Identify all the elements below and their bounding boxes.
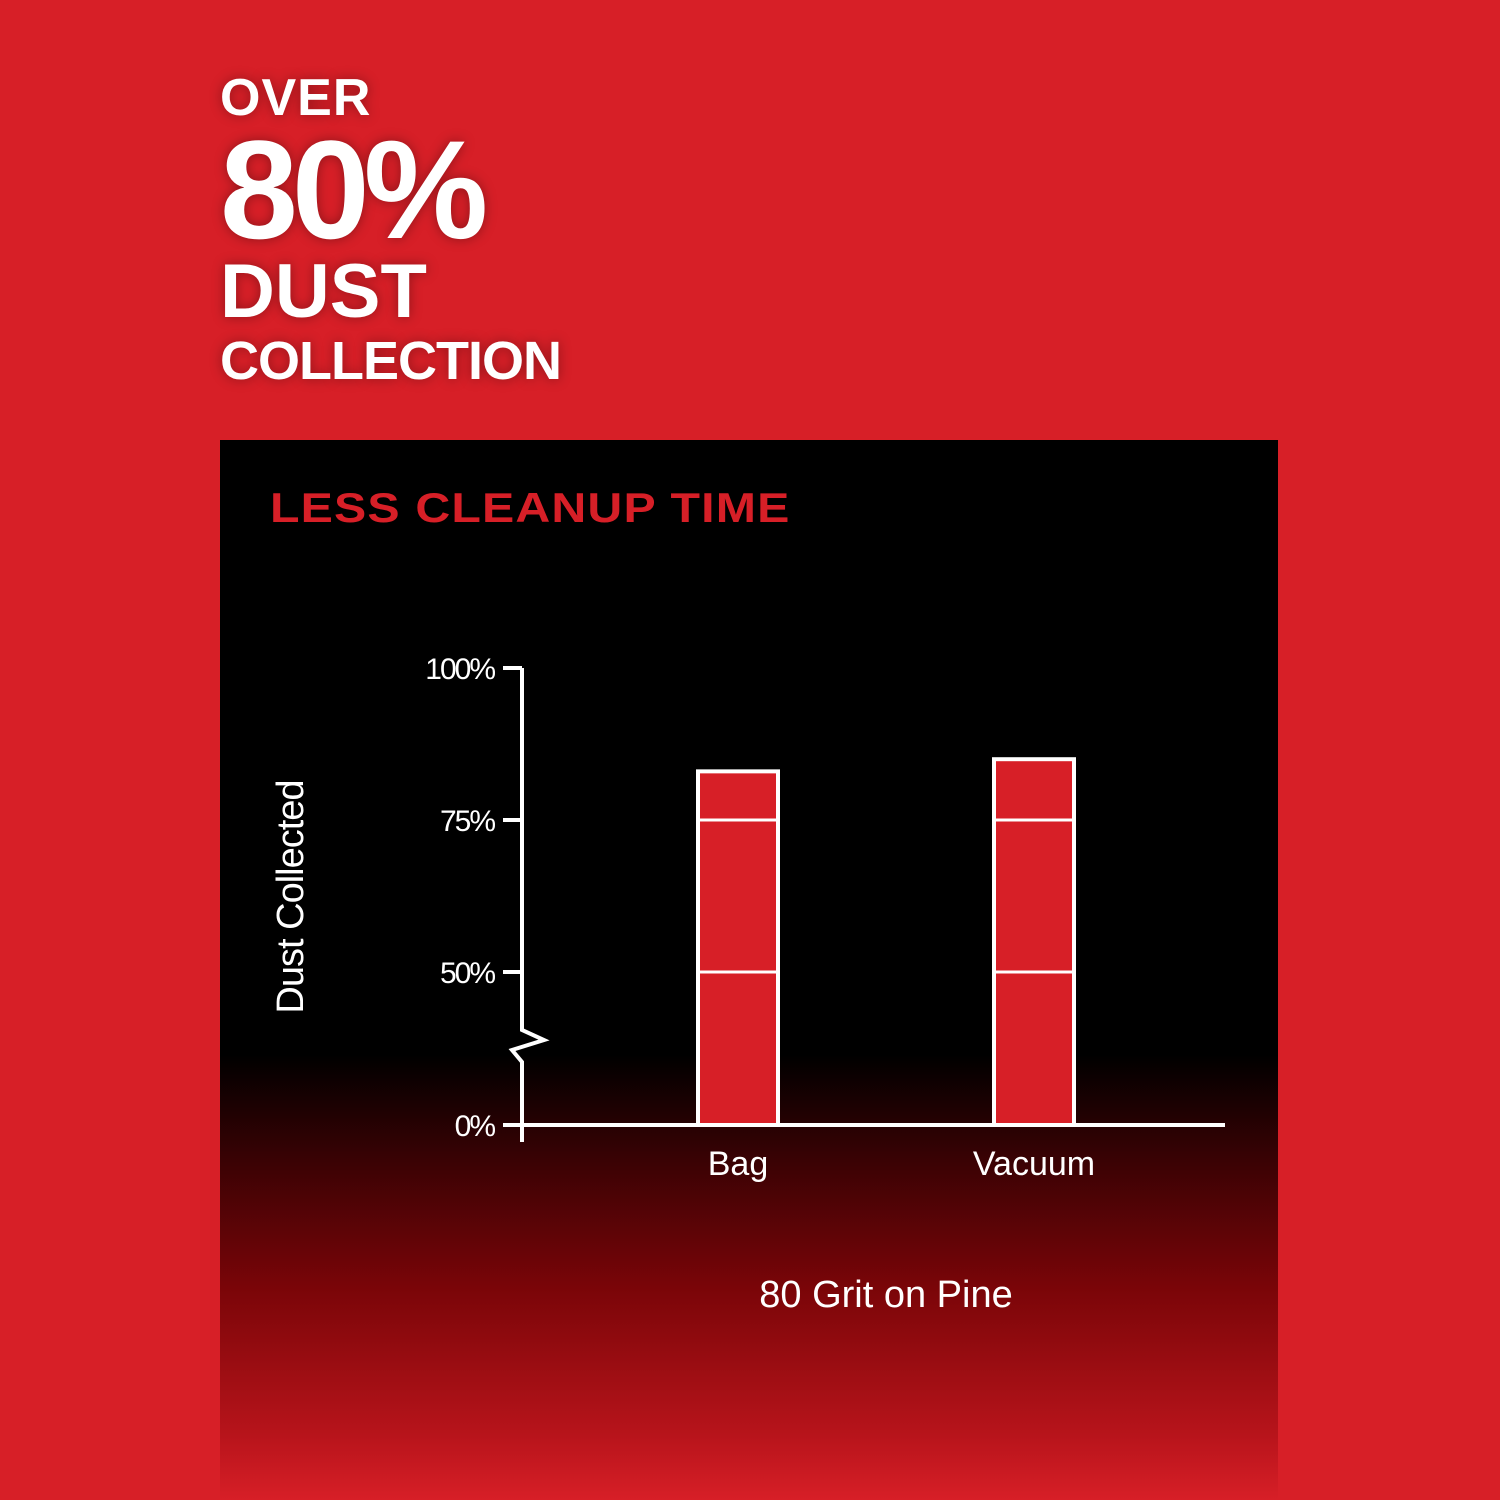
bar-vacuum (992, 757, 1076, 1127)
headline: OVER 80% DUST COLLECTION (220, 69, 562, 391)
category-label: Vacuum (973, 1145, 1095, 1183)
chart-title: LESS CLEANUP TIME (270, 484, 791, 531)
headline-collection: COLLECTION (220, 331, 562, 391)
y-tick-label: 100% (425, 653, 495, 686)
category-label: Bag (708, 1145, 769, 1183)
bar-bag (696, 769, 780, 1127)
headline-dust: DUST (220, 249, 427, 334)
x-axis-label: 80 Grit on Pine (759, 1274, 1012, 1316)
y-tick-label: 75% (440, 805, 495, 838)
y-axis-line (508, 668, 550, 1142)
headline-percent: 80% (220, 111, 488, 268)
y-axis-label: Dust Collected (270, 780, 312, 1013)
headline-over: OVER (220, 69, 372, 127)
y-tick-label: 50% (440, 957, 495, 990)
y-tick-label: 0% (455, 1110, 496, 1143)
